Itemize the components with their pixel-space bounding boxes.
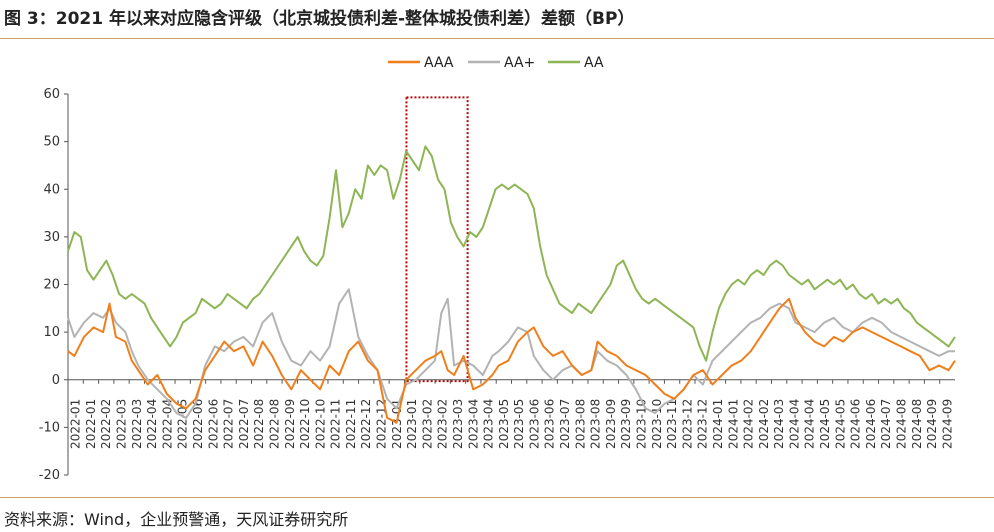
x-tick-label: 2023-03 <box>451 399 465 449</box>
x-tick-label: 2023-06 <box>543 399 557 449</box>
y-tick-label: -10 <box>39 420 60 435</box>
x-tick-label: 2023-01 <box>390 399 404 449</box>
x-tick-label: 2022-10 <box>298 399 312 449</box>
x-tick-label: 2023-05 <box>512 399 526 449</box>
x-tick-label: 2024-04 <box>787 399 801 449</box>
x-tick-label: 2024-09 <box>925 399 939 449</box>
x-tick-label: 2022-08 <box>267 399 281 449</box>
x-tick-label: 2023-09 <box>604 399 618 449</box>
legend-label: AA+ <box>504 55 535 71</box>
x-tick-label: 2022-03 <box>130 399 144 449</box>
x-tick-label: 2024-09 <box>940 399 954 449</box>
x-tick-label: 2024-02 <box>757 399 771 449</box>
x-tick-label: 2022-10 <box>313 399 327 449</box>
x-tick-label: 2024-06 <box>864 399 878 449</box>
y-tick-label: 10 <box>43 325 60 340</box>
x-tick-label: 2024-05 <box>833 399 847 449</box>
y-tick-label: 30 <box>43 230 60 245</box>
x-tick-label: 2023-01 <box>405 399 419 449</box>
series-line-aaa <box>67 297 956 424</box>
x-tick-label: 2023-08 <box>573 399 587 449</box>
x-tick-label: 2023-07 <box>558 399 572 449</box>
source-note: 资料来源：Wind，企业预警通，天风证券研究所 <box>4 510 349 529</box>
x-tick-label: 2022-01 <box>69 399 83 449</box>
chart-legend: AAA AA+ AA <box>388 55 604 71</box>
series-line-aa-plus <box>67 288 955 419</box>
y-tick-label: 50 <box>43 135 60 150</box>
x-tick-label: 2023-02 <box>420 399 434 449</box>
x-tick-label: 2023-08 <box>589 399 603 449</box>
x-tick-label: 2024-03 <box>772 399 786 449</box>
x-tick-label: 2024-08 <box>910 399 924 449</box>
x-tick-label: 2022-06 <box>206 399 220 449</box>
x-tick-label: 2022-05 <box>176 399 190 449</box>
x-tick-label: 2022-04 <box>160 399 174 449</box>
y-tick-label: -20 <box>39 468 60 483</box>
x-tick-label: 2023-10 <box>634 399 648 449</box>
x-tick-label: 2023-11 <box>665 399 679 449</box>
x-tick-label: 2023-06 <box>527 399 541 449</box>
figure-title: 图 3：2021 年以来对应隐含评级（北京城投债利差-整体城投债利差）差额（BP… <box>4 9 635 29</box>
x-tick-label: 2023-12 <box>680 399 694 449</box>
legend-label: AA <box>584 55 604 71</box>
source-divider <box>0 497 994 498</box>
legend-label: AAA <box>424 55 454 71</box>
x-tick-label: 2022-11 <box>344 399 358 449</box>
y-tick-label: 60 <box>43 87 60 102</box>
x-tick-label: 2022-09 <box>283 399 297 449</box>
x-tick-label: 2022-03 <box>115 399 129 449</box>
x-tick-label: 2023-05 <box>497 399 511 449</box>
x-tick-label: 2024-08 <box>894 399 908 449</box>
x-tick-label: 2024-06 <box>849 399 863 449</box>
y-tick-label: 40 <box>43 182 60 197</box>
x-tick-label: 2022-06 <box>191 399 205 449</box>
x-tick-label: 2023-04 <box>482 399 496 449</box>
x-tick-label: 2022-02 <box>99 399 113 449</box>
x-tick-label: 2023-12 <box>696 399 710 449</box>
x-tick-label: 2022-08 <box>252 399 266 449</box>
title-divider <box>0 38 994 39</box>
series-layer <box>67 145 956 424</box>
x-tick-label: 2023-09 <box>619 399 633 449</box>
x-tick-label: 2024-02 <box>742 399 756 449</box>
x-tick-label: 2022-04 <box>145 399 159 449</box>
highlight-box <box>405 96 469 383</box>
x-tick-label: 2022-07 <box>237 399 251 449</box>
x-tick-label: 2022-12 <box>359 399 373 449</box>
y-tick-label: 0 <box>52 373 60 388</box>
x-tick-label: 2024-04 <box>803 399 817 449</box>
series-line-aa <box>67 145 956 362</box>
x-tick-label: 2022-11 <box>329 399 343 449</box>
x-tick-label: 2023-02 <box>436 399 450 449</box>
x-tick-label: 2023-04 <box>466 399 480 449</box>
x-tick-label: 2022-01 <box>84 399 98 449</box>
x-tick-label: 2024-01 <box>726 399 740 449</box>
x-tick-label: 2022-12 <box>375 399 389 449</box>
x-tick-label: 2024-07 <box>879 399 893 449</box>
highlight-layer <box>405 96 469 383</box>
x-tick-label: 2022-07 <box>222 399 236 449</box>
x-tick-label: 2024-05 <box>818 399 832 449</box>
x-tick-label: 2024-01 <box>711 399 725 449</box>
y-tick-label: 20 <box>43 278 60 293</box>
